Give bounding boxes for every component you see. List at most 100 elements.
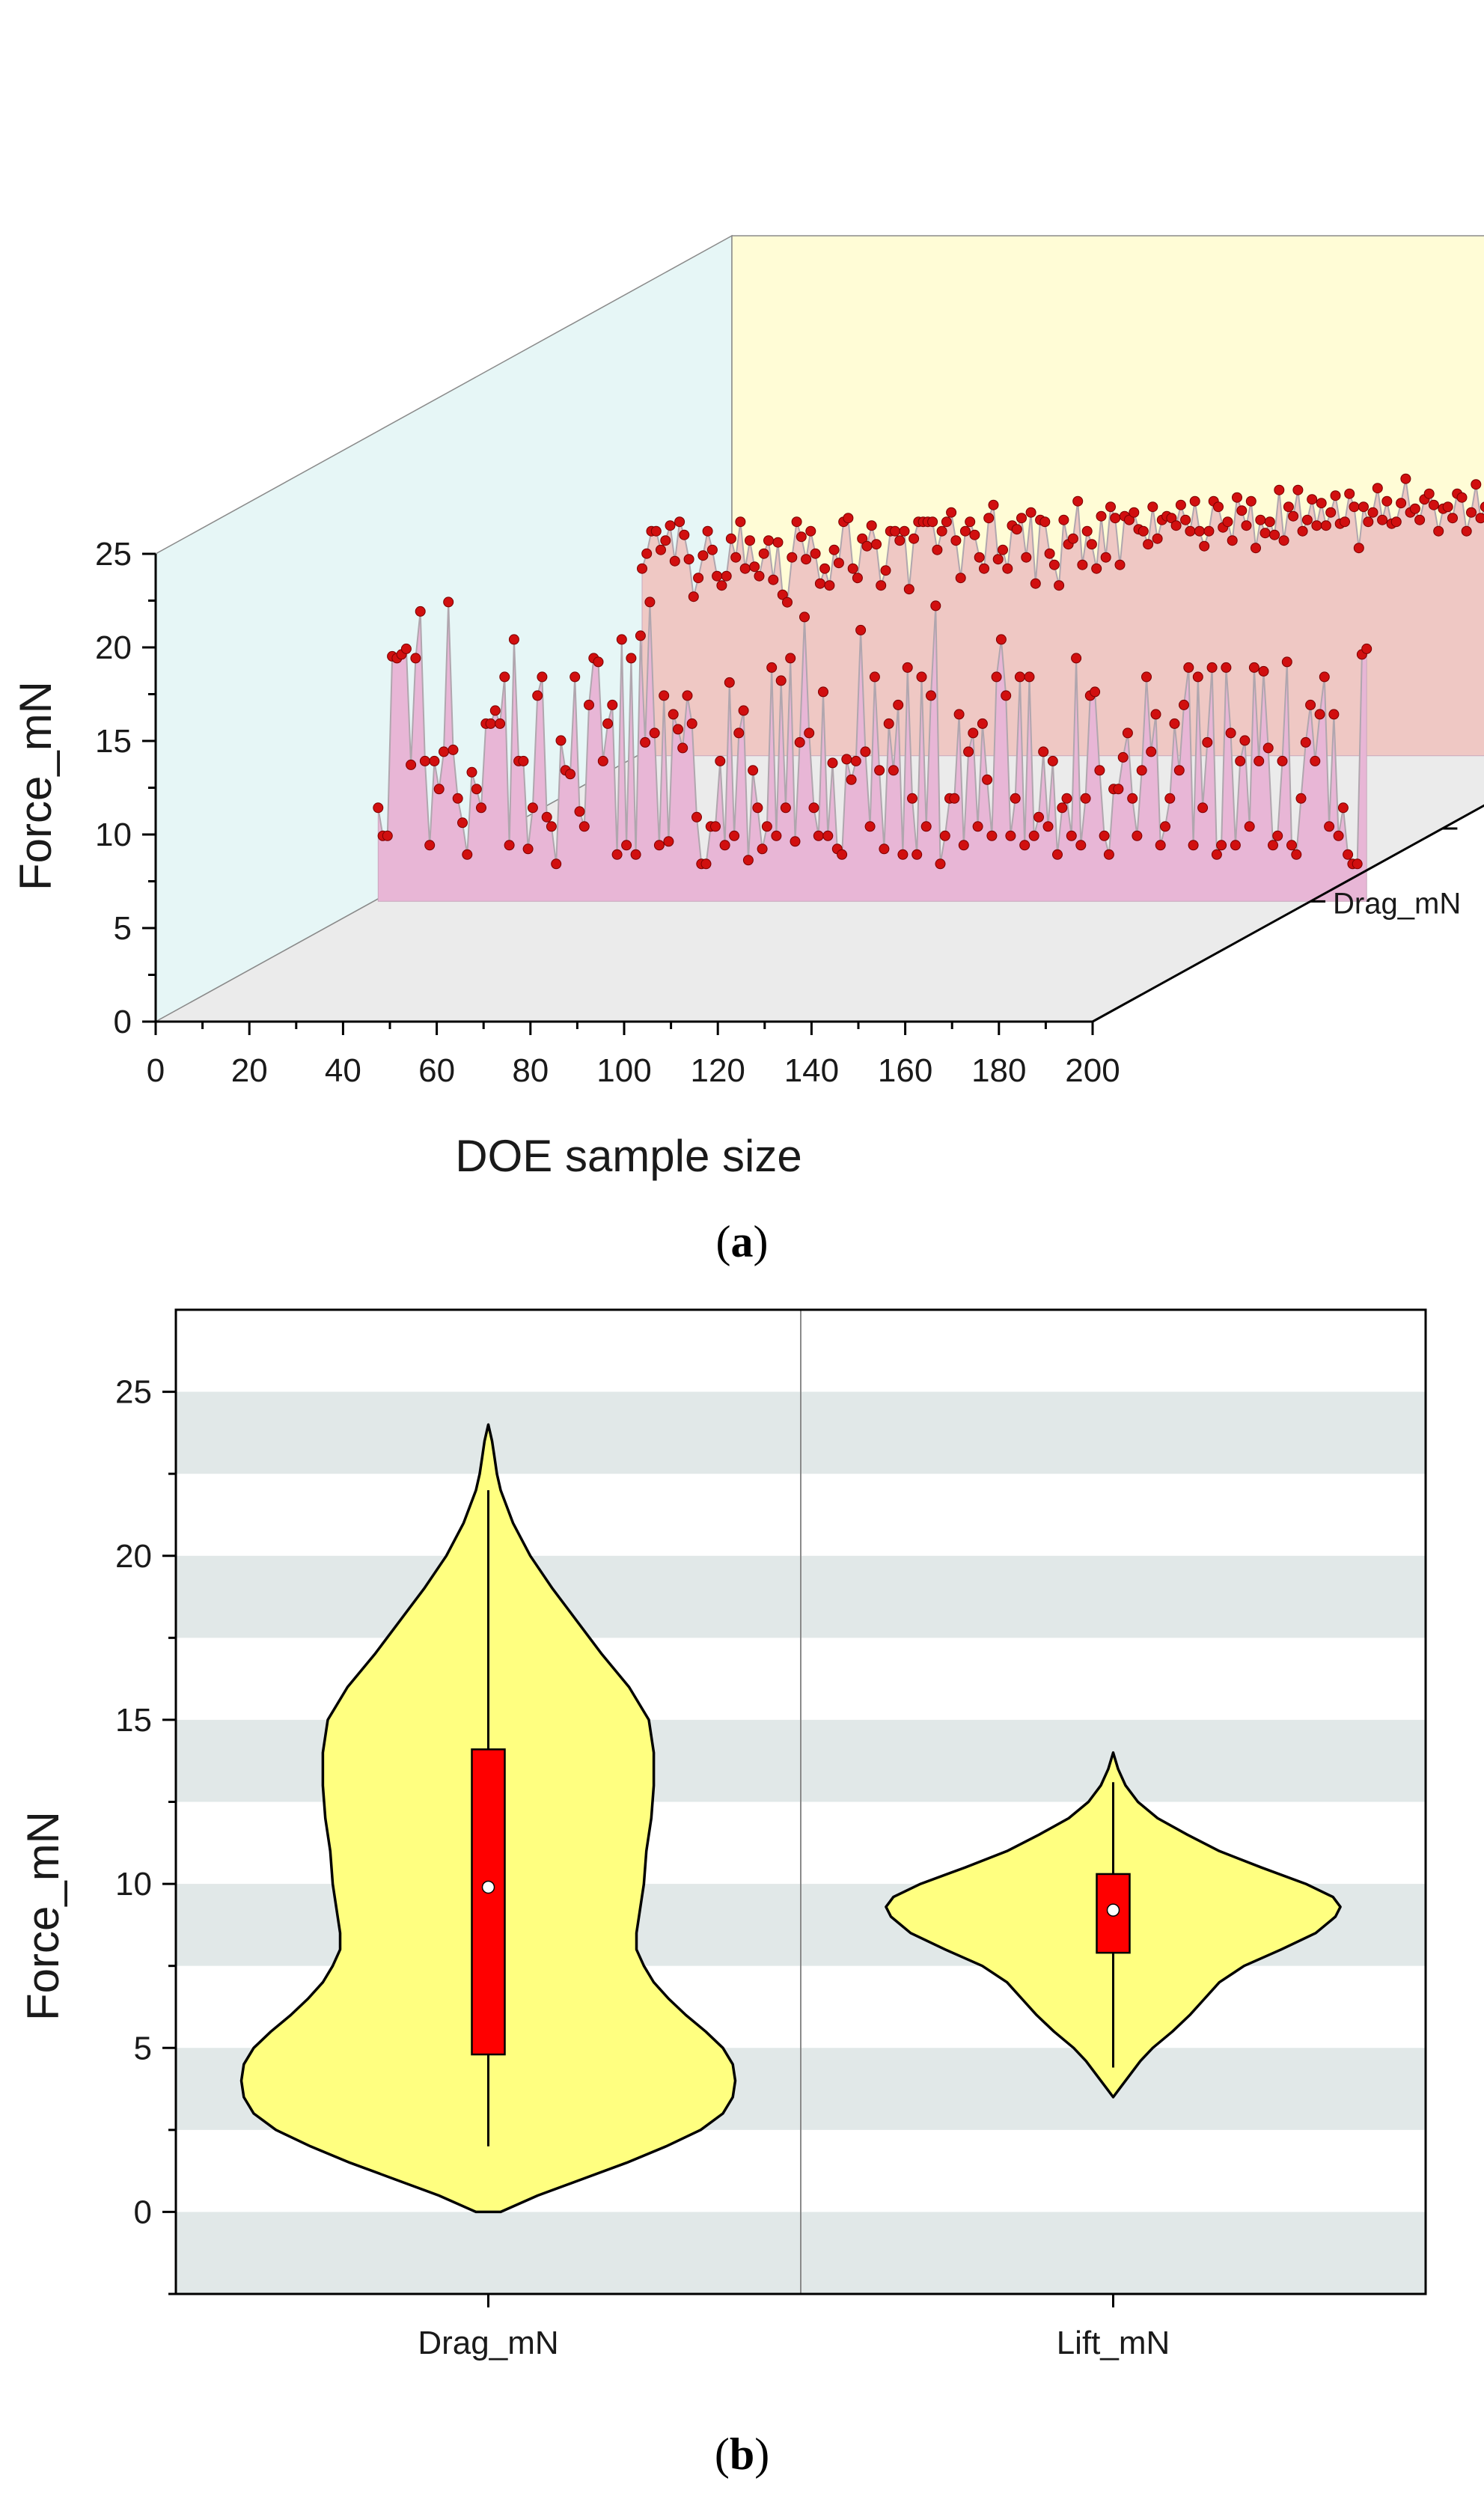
marker-Drag_mN-174	[1188, 840, 1199, 851]
z-category-label-Drag_mN: Drag_mN	[1333, 887, 1461, 920]
marker-Lift_mN-165	[1409, 503, 1420, 514]
marker-Lift_mN-110	[1152, 533, 1163, 544]
marker-Lift_mN-18	[721, 570, 732, 582]
marker-Drag_mN-181	[1221, 662, 1232, 673]
y-tick-label: 10	[95, 817, 132, 853]
marker-Drag_mN-131	[986, 830, 998, 841]
marker-Lift_mN-104	[1124, 514, 1135, 525]
marker-Lift_mN-96	[1086, 539, 1097, 550]
marker-Lift_mN-70	[965, 516, 976, 528]
marker-Drag_mN-35	[537, 671, 548, 683]
marker-Drag_mN-153	[1090, 686, 1101, 698]
marker-Drag_mN-65	[677, 742, 688, 754]
marker-Lift_mN-78	[1002, 563, 1013, 574]
marker-Drag_mN-8	[410, 653, 421, 664]
marker-Lift_mN-148	[1330, 490, 1341, 501]
marker-Drag_mN-145	[1052, 849, 1063, 860]
marker-Drag_mN-55	[630, 849, 641, 860]
marker-Lift_mN-129	[1241, 520, 1252, 531]
marker-Drag_mN-202	[1319, 671, 1330, 683]
marker-Drag_mN-203	[1324, 821, 1335, 832]
marker-Drag_mN-139	[1024, 671, 1035, 683]
marker-Drag_mN-79	[742, 855, 754, 866]
marker-Drag_mN-17	[452, 793, 463, 804]
line-Drag_mN	[377, 602, 1367, 865]
marker-Drag_mN-49	[602, 718, 614, 729]
marker-Drag_mN-172	[1179, 699, 1189, 710]
marker-Drag_mN-178	[1206, 662, 1218, 673]
marker-Drag_mN-13	[433, 784, 445, 795]
marker-Drag_mN-192	[1272, 830, 1283, 841]
marker-Lift_mN-65	[941, 516, 952, 528]
marker-Drag_mN-156	[1103, 849, 1114, 860]
marker-Lift_mN-40	[824, 580, 835, 591]
marker-Drag_mN-119	[930, 600, 941, 611]
marker-Drag_mN-184	[1235, 755, 1246, 766]
chart-a-axes: 0 20 40 60 80 100 120 140 160 180 200 0 5 10 15 20 25 Dra…	[95, 536, 1484, 1089]
marker-Lift_mN-179	[1475, 513, 1484, 524]
marker-Lift_mN-98	[1096, 510, 1107, 522]
marker-Lift_mN-45	[847, 563, 858, 574]
marker-Lift_mN-29	[772, 537, 784, 548]
marker-Lift_mN-62	[927, 516, 938, 528]
marker-Drag_mN-0	[373, 802, 384, 814]
marker-Drag_mN-31	[518, 755, 529, 766]
marker-Drag_mN-36	[541, 811, 552, 823]
marker-Lift_mN-136	[1274, 484, 1285, 495]
marker-Lift_mN-150	[1340, 516, 1350, 528]
marker-Drag_mN-44	[578, 821, 590, 832]
marker-Lift_mN-28	[768, 574, 779, 585]
marker-Drag_mN-204	[1328, 709, 1340, 720]
marker-Drag_mN-75	[724, 677, 735, 688]
marker-Drag_mN-101	[846, 774, 857, 785]
marker-Drag_mN-21	[471, 784, 482, 795]
marker-Lift_mN-14	[702, 525, 713, 537]
x-tick-label: 200	[1065, 1052, 1120, 1089]
marker-Lift_mN-114	[1170, 520, 1182, 531]
marker-Drag_mN-109	[883, 718, 894, 729]
marker-Drag_mN-142	[1038, 746, 1049, 757]
marker-Drag_mN-133	[995, 634, 1007, 645]
marker-Lift_mN-133	[1259, 528, 1271, 539]
marker-Lift_mN-161	[1390, 516, 1402, 528]
marker-Drag_mN-149	[1071, 653, 1082, 664]
marker-Drag_mN-15	[443, 597, 454, 608]
marker-Drag_mN-110	[888, 765, 899, 776]
marker-Drag_mN-7	[406, 759, 417, 770]
marker-Lift_mN-77	[998, 544, 1008, 555]
marker-Drag_mN-137	[1014, 671, 1025, 683]
marker-Lift_mN-141	[1297, 525, 1308, 537]
marker-Lift_mN-75	[988, 499, 999, 510]
marker-Drag_mN-120	[935, 858, 946, 870]
marker-Lift_mN-151	[1344, 488, 1355, 499]
marker-Drag_mN-2	[382, 830, 393, 841]
marker-Lift_mN-123	[1213, 501, 1224, 513]
marker-Drag_mN-125	[958, 840, 969, 851]
marker-Lift_mN-44	[843, 513, 854, 524]
marker-Lift_mN-178	[1471, 479, 1482, 490]
marker-Lift_mN-42	[833, 558, 844, 569]
marker-Lift_mN-34	[796, 531, 807, 543]
y-tick-label: 20	[95, 629, 132, 666]
marker-Drag_mN-195	[1286, 840, 1297, 851]
marker-Lift_mN-157	[1372, 483, 1383, 494]
marker-Lift_mN-55	[894, 535, 906, 546]
marker-Drag_mN-97	[827, 757, 838, 769]
marker-Lift_mN-175	[1456, 492, 1468, 503]
marker-Drag_mN-200	[1310, 755, 1321, 766]
marker-Lift_mN-31	[782, 597, 793, 608]
marker-Lift_mN-82	[1021, 552, 1032, 563]
marker-Drag_mN-16	[448, 744, 459, 755]
marker-Lift_mN-125	[1222, 516, 1233, 528]
marker-Lift_mN-120	[1199, 540, 1210, 552]
marker-Lift_mN-127	[1232, 492, 1242, 503]
marker-Drag_mN-127	[968, 727, 979, 739]
marker-Lift_mN-69	[959, 525, 971, 537]
y-tick-label: 25	[115, 1374, 152, 1411]
marker-Drag_mN-206	[1337, 802, 1349, 814]
marker-Drag_mN-20	[466, 766, 477, 778]
marker-Drag_mN-190	[1262, 742, 1274, 754]
marker-Lift_mN-41	[828, 544, 840, 555]
marker-Drag_mN-168	[1160, 821, 1170, 832]
marker-Drag_mN-107	[874, 765, 885, 776]
